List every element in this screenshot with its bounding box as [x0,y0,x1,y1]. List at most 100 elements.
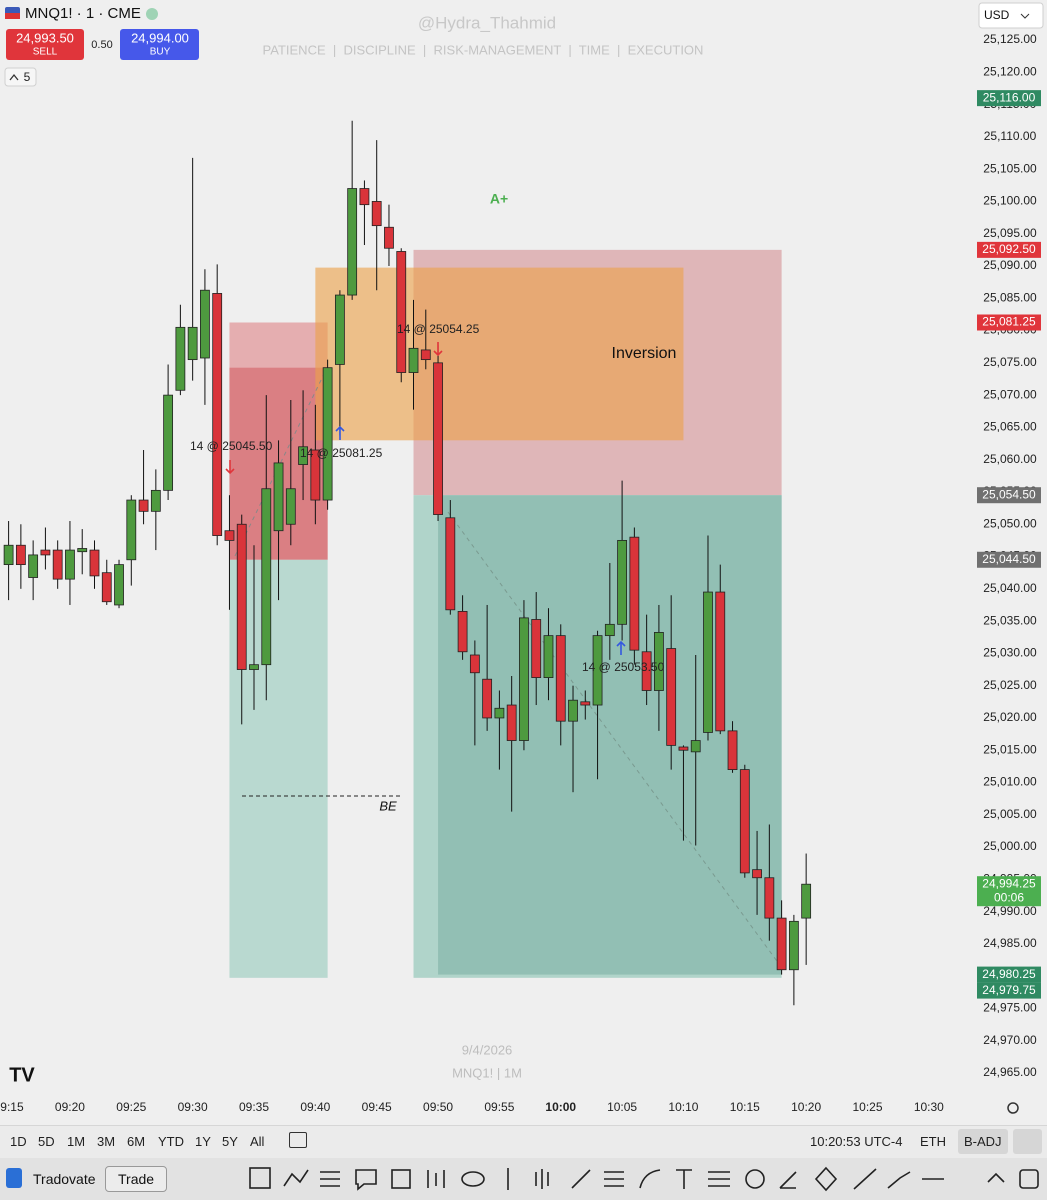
breakeven-label: BE [379,798,397,813]
x-tick-label: 09:40 [300,1100,330,1114]
tool-icon[interactable] [1019,1169,1039,1189]
tool-icon[interactable] [427,1170,445,1188]
tool-icon[interactable] [391,1169,411,1189]
currency-select[interactable] [978,2,1044,29]
x-tick-label: 09:15 [0,1100,24,1114]
tool-icon[interactable] [535,1169,549,1189]
x-tick-label: 10:00 [545,1100,576,1114]
candle-body [555,635,566,722]
tool-icon[interactable] [814,1166,838,1192]
tool-icon[interactable] [249,1167,271,1189]
range-button[interactable]: 1M [67,1134,86,1149]
trade-label: 14 @ 25053.50 [582,660,665,674]
tool-icon[interactable] [887,1171,911,1189]
watermark-symbol: MNQ1! | 1M [452,1065,522,1080]
x-tick-label: 09:50 [423,1100,453,1114]
indicator-toggle[interactable] [4,67,37,87]
candle-body [629,536,640,651]
candle-body [654,632,664,691]
range-button[interactable]: 1D [10,1134,27,1149]
range-toolbar: 1D 5D 1M 3M 6M YTD 1Y 5Y All 10:20:53 UTC-4 ETH … [0,1125,1047,1158]
broker-bar: Tradovate Trade [0,1158,1047,1200]
price-marker [977,487,1041,504]
zone-label: Inversion [612,345,677,362]
tool-icon[interactable] [355,1169,377,1191]
session[interactable]: ETH [920,1134,946,1149]
y-tick-label: 24,985.00 [983,936,1037,950]
y-tick-label: 25,065.00 [983,420,1037,434]
candle-body [690,740,701,753]
candle-body [764,877,775,919]
x-tick-label: 09:35 [239,1100,269,1114]
candle-body [739,769,750,874]
tool-icon[interactable] [283,1169,309,1187]
indicator-count: 5 [24,70,31,84]
sell-button[interactable] [6,29,84,60]
range-button[interactable]: All [250,1134,265,1149]
calendar-icon[interactable] [289,1132,307,1148]
buy-button[interactable] [120,29,199,60]
y-tick-label: 25,025.00 [983,678,1037,692]
tool-icon[interactable] [320,1171,340,1187]
range-button[interactable]: 1Y [195,1134,211,1149]
clock: 10:20:53 UTC-4 [810,1134,903,1149]
trade-arrow [433,342,443,357]
candle-body [298,446,308,465]
adjust[interactable]: B-ADJ [958,1129,1008,1154]
tool-icon[interactable] [639,1169,661,1189]
price-marker [977,241,1041,258]
candle-body [175,326,186,391]
candle-body [101,572,112,603]
collapse-icon[interactable] [987,1172,1005,1183]
trade-button[interactable]: Trade [105,1166,168,1192]
y-tick-label: 24,970.00 [983,1033,1037,1047]
x-tick-label: 10:10 [668,1100,698,1114]
candle-body [163,394,174,491]
tool-icon[interactable] [779,1171,797,1189]
candle-body [273,462,284,532]
tool-icon[interactable] [676,1169,692,1189]
settings-icon[interactable] [1007,1102,1019,1114]
trade-line [447,511,783,969]
candle-body [200,289,210,359]
drawing-tools [249,1166,1039,1192]
candle-body [138,499,149,512]
x-tick-label: 10:20 [791,1100,821,1114]
candle-body [531,619,542,678]
trade-line [234,371,326,557]
layout-icon[interactable] [1013,1129,1042,1154]
range-button[interactable]: 5Y [222,1134,238,1149]
range-button[interactable]: YTD [158,1134,184,1149]
candle-body [236,523,247,670]
x-tick-label: 10:15 [730,1100,760,1114]
tool-icon[interactable] [853,1168,877,1190]
tool-icon[interactable] [745,1169,765,1189]
candle-body [506,704,517,741]
y-tick-label: 25,075.00 [983,355,1037,369]
candle-body [126,499,137,561]
broker-name[interactable]: Tradovate [33,1171,96,1187]
y-tick-label: 25,125.00 [983,32,1037,46]
y-tick-label: 25,120.00 [983,64,1037,78]
chart: 14 @ 25045.50 14 @ 25081.25 14 @ 25054.25 1… [0,2,1044,1115]
x-tick-label: 09:30 [178,1100,208,1114]
symbol-title[interactable]: MNQ1! · 1 · CME [25,5,141,22]
y-tick-label: 25,090.00 [983,258,1037,272]
candle-body [519,617,529,741]
flag-icon [5,13,20,19]
watermark-date: 9/4/2026 [462,1042,513,1057]
trade-label: 14 @ 25045.50 [190,439,273,453]
range-button[interactable]: 5D [38,1134,55,1149]
candle-body [65,549,75,580]
tool-icon[interactable] [571,1169,591,1189]
tool-icon[interactable] [708,1171,730,1187]
candle-body [494,707,505,719]
currency: USD [984,8,1010,22]
range-button[interactable]: 6M [127,1134,146,1149]
candle-body [752,869,762,879]
dropdown-icon [1020,13,1030,19]
candle-body [89,549,100,577]
tool-icon[interactable] [461,1171,485,1187]
tool-icon[interactable] [604,1171,624,1187]
range-button[interactable]: 3M [97,1134,116,1149]
